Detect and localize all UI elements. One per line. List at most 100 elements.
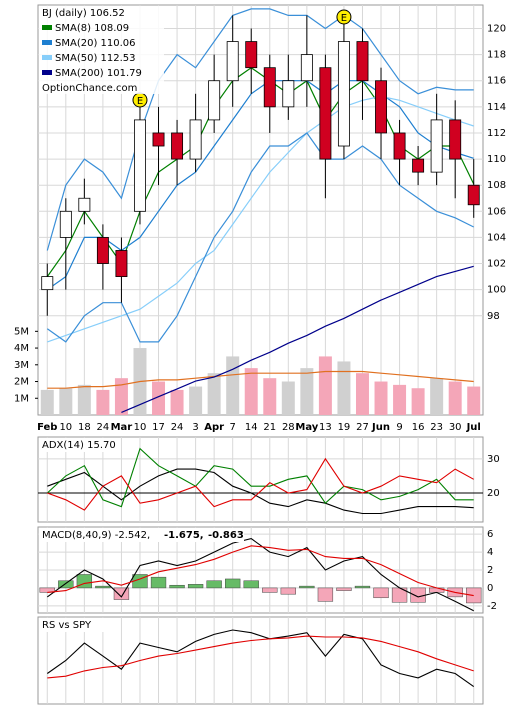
legend-bg [39, 438, 119, 452]
candle-body [356, 41, 369, 82]
histogram-bar [428, 587, 445, 593]
legend-swatch [42, 70, 52, 75]
y-tick-label: 112 [487, 128, 506, 139]
x-tick-label: 13 [319, 422, 332, 433]
histogram-bar [317, 587, 334, 602]
legend-label: SMA(50) 112.53 [55, 53, 136, 64]
histogram-bar [169, 584, 185, 589]
histogram-bar [39, 587, 55, 593]
candle-body [412, 158, 425, 173]
volume-bar [77, 384, 91, 415]
volume-bar [152, 381, 166, 415]
series-line [47, 635, 474, 679]
volume-bar [281, 381, 295, 415]
candle-body [282, 80, 295, 108]
panel-title: RS vs SPY [42, 620, 92, 631]
candle-body [245, 41, 258, 69]
x-tick-label: 28 [282, 422, 295, 433]
y-tick-label: 102 [487, 259, 506, 270]
candle-body [134, 119, 146, 212]
volume-bar [170, 389, 184, 415]
y-tick-label: -2 [487, 601, 497, 612]
histogram-bar [187, 584, 204, 589]
legend-label: SMA(8) 108.09 [55, 23, 129, 34]
x-tick-label: Jun [371, 422, 390, 433]
legend-swatch [42, 25, 52, 30]
y-tick-label: 4 [487, 547, 493, 558]
y-tick-label: 104 [487, 232, 506, 243]
histogram-bar [58, 580, 74, 589]
y-tick-label: 0 [487, 583, 493, 594]
candle-body [152, 132, 165, 147]
y-tick-label: 110 [487, 154, 506, 165]
y-tick-label: 6 [487, 529, 493, 540]
legend-bg [39, 618, 119, 632]
x-tick-label: Feb [37, 422, 57, 433]
x-tick-label: 19 [338, 422, 351, 433]
watermark: OptionChance.com [42, 83, 137, 94]
series-line [46, 447, 474, 508]
y-tick-label: 98 [487, 311, 500, 322]
histogram-bar [299, 585, 315, 589]
legend-bg [39, 528, 244, 542]
x-tick-label: 10 [59, 422, 72, 433]
volume-bar [430, 378, 444, 415]
volume-bar [337, 361, 351, 415]
volume-bar [226, 356, 240, 415]
histogram-bar [280, 587, 296, 595]
candle-body [375, 80, 387, 134]
series-line [47, 468, 474, 515]
y-tick-label: 114 [487, 102, 506, 113]
x-tick-label: 21 [263, 422, 276, 433]
y-tick-label: 116 [487, 76, 506, 87]
x-tick-label: Jul [466, 422, 481, 433]
histogram-bar [113, 587, 130, 600]
candle-body [337, 41, 350, 147]
histogram-bar [373, 587, 389, 599]
series-line [47, 457, 474, 511]
y-tick-label: 30 [487, 454, 500, 465]
candle-body [467, 184, 480, 206]
candle-body [226, 41, 239, 82]
legend-swatch [42, 40, 52, 45]
candle-body [41, 276, 54, 291]
series-line [47, 545, 474, 597]
volume-bar [318, 356, 332, 415]
x-tick-label: 17 [152, 422, 165, 433]
histogram-bar [354, 585, 371, 589]
x-tick-label: 3 [192, 422, 198, 433]
series-line [47, 370, 474, 389]
volume-bar [411, 388, 425, 415]
candle-body [59, 210, 72, 238]
x-tick-label: 24 [171, 422, 184, 433]
candle-body [189, 119, 202, 160]
earnings-label: E [137, 96, 143, 107]
series-line [46, 132, 474, 343]
y-tick-label: 100 [487, 285, 506, 296]
candle-body [96, 237, 109, 264]
histogram-bar [150, 576, 167, 589]
histogram-bar [262, 587, 278, 593]
series-line [46, 80, 474, 291]
candle-body [171, 132, 184, 160]
earnings-label: E [341, 13, 347, 24]
histogram-bar [225, 578, 241, 589]
series-line [121, 265, 474, 413]
y-tick-label: 20 [487, 488, 500, 499]
x-tick-label: 23 [430, 422, 443, 433]
x-tick-label: 14 [245, 422, 258, 433]
volume-bar [263, 378, 277, 415]
legend-label: SMA(20) 110.06 [55, 38, 136, 49]
x-tick-label: 16 [412, 422, 425, 433]
earnings-marker [336, 9, 352, 25]
x-tick-label: 7 [230, 422, 236, 433]
volume-bar [244, 368, 258, 415]
series-line [47, 95, 474, 343]
legend-swatch [42, 55, 52, 60]
candle-body [208, 80, 221, 121]
histogram-bar [243, 580, 259, 589]
volume-tick-label: 4M [14, 343, 29, 354]
y-tick-label: 118 [487, 50, 506, 61]
x-tick-label: 9 [396, 422, 402, 433]
